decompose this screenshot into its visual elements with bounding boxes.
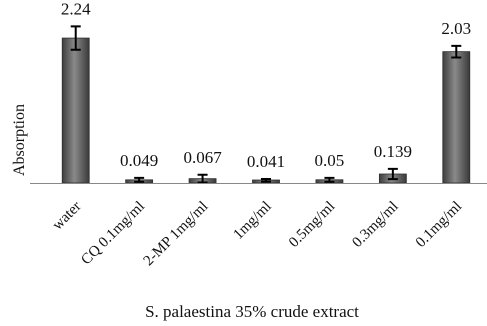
x-tick-label: 1mg/ml [231, 199, 275, 243]
error-bar [70, 25, 81, 51]
value-label: 0.067 [183, 148, 222, 167]
x-tick-label: water [50, 199, 85, 234]
value-label: 0.05 [315, 151, 345, 170]
x-tick-label: CQ 0.1mg/ml [78, 199, 148, 269]
error-bar [324, 176, 335, 183]
value-label: 0.041 [247, 152, 285, 171]
error-bar [387, 167, 398, 181]
bar [442, 51, 471, 184]
x-axis-label: S. palaestina 35% crude extract [145, 302, 359, 321]
value-label: 0.049 [120, 151, 158, 170]
error-bars-group [70, 25, 462, 184]
x-tick-label: 0.3mg/ml [349, 199, 401, 251]
error-bar [197, 173, 208, 184]
x-tick-label: 0.5mg/ml [286, 199, 338, 251]
value-label: 2.24 [61, 0, 91, 18]
error-bar [451, 44, 462, 59]
error-bar [134, 176, 145, 183]
x-tick-label: 0.1mg/ml [413, 199, 465, 251]
value-label: 2.03 [441, 19, 471, 38]
error-bar [261, 178, 271, 183]
bar [61, 37, 90, 184]
value-labels-group: 2.24 0.049 0.067 0.041 0.05 0.139 2.03 [61, 0, 471, 171]
value-label: 0.139 [374, 142, 412, 161]
y-axis-label: Absorption [11, 104, 28, 176]
x-tick-label: 2-MP 1mg/ml [141, 199, 212, 270]
